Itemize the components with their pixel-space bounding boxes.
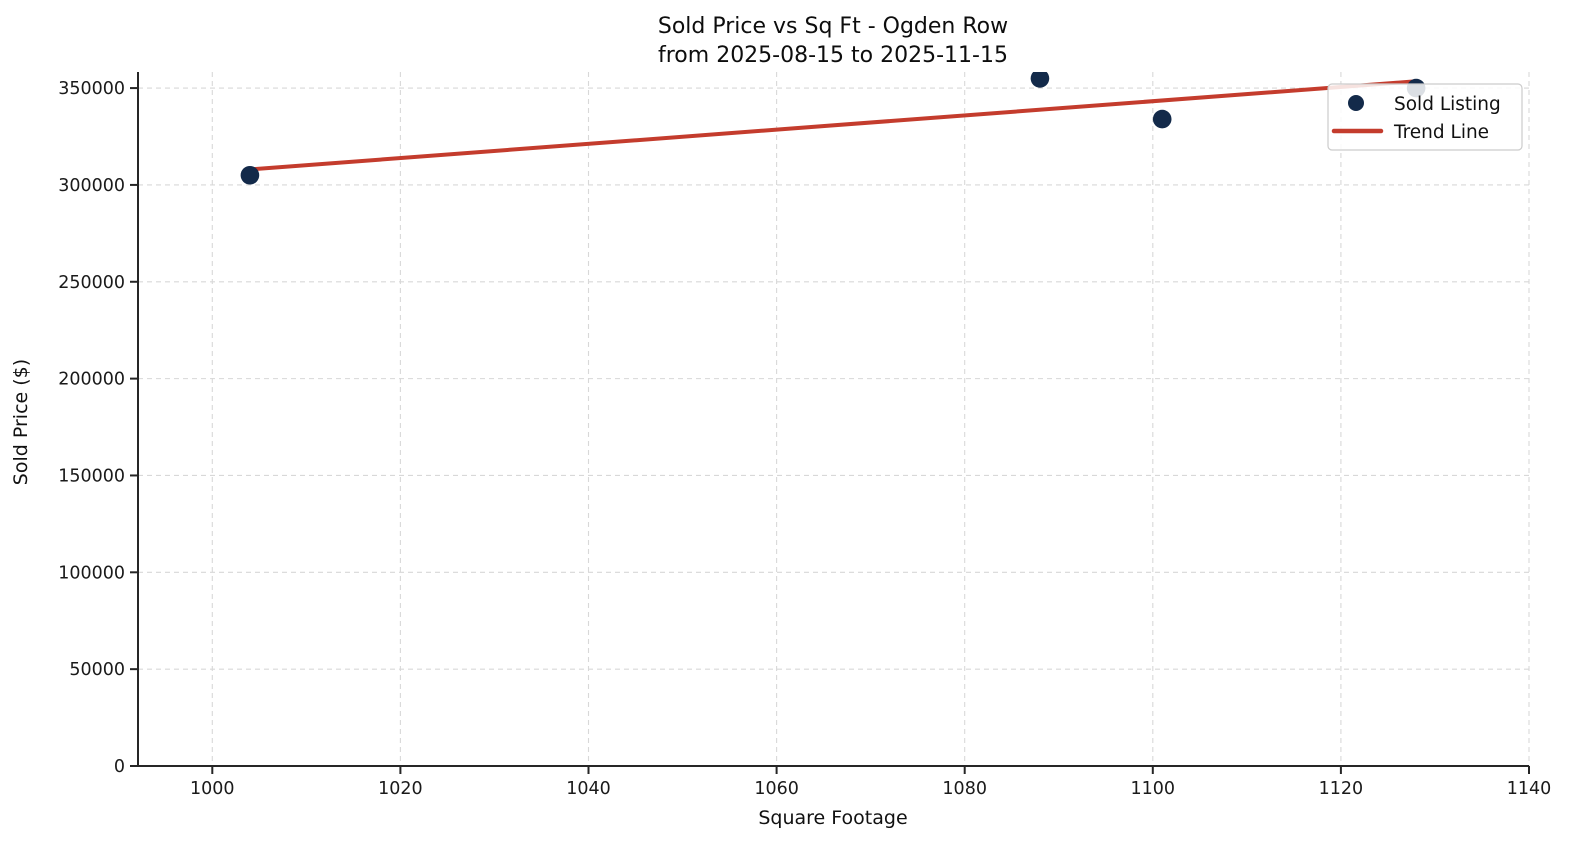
legend: Sold Listing Trend Line — [1327, 83, 1523, 151]
y-tick-label: 350000 — [58, 79, 125, 99]
x-tick-label: 1020 — [378, 779, 423, 799]
trend-line — [247, 79, 1419, 172]
data-point-sold-listing — [240, 165, 260, 185]
legend-box — [1327, 83, 1523, 151]
legend-sold-listing-marker-icon — [1348, 95, 1364, 111]
tick-labels-layer: 1000 1020 1040 1060 1080 1100 1120 1140 0 50000 10… — [58, 79, 1551, 799]
trend-line-layer — [247, 79, 1419, 172]
x-tick-label: 1080 — [942, 779, 987, 799]
x-tick-label: 1100 — [1131, 779, 1176, 799]
y-tick-label: 300000 — [58, 176, 125, 196]
y-tick-label: 100000 — [58, 563, 125, 583]
y-axis-label: Sold Price ($) — [10, 359, 32, 485]
legend-label-sold-listing: Sold Listing — [1394, 94, 1501, 115]
x-tick-label: 1000 — [190, 779, 235, 799]
chart-subtitle: from 2025-08-15 to 2025-11-15 — [658, 43, 1008, 68]
axes-layer — [130, 72, 1530, 774]
y-tick-label: 0 — [114, 757, 125, 777]
data-point-sold-listing — [1152, 109, 1172, 129]
y-tick-label: 50000 — [69, 660, 125, 680]
legend-label-trend-line: Trend Line — [1393, 122, 1489, 143]
y-tick-label: 250000 — [58, 273, 125, 293]
x-tick-label: 1120 — [1319, 779, 1364, 799]
x-tick-label: 1060 — [754, 779, 799, 799]
chart-title: Sold Price vs Sq Ft - Ogden Row — [658, 14, 1008, 39]
x-tick-label: 1040 — [566, 779, 611, 799]
x-axis-label: Square Footage — [758, 807, 907, 829]
x-tick-label: 1140 — [1507, 779, 1552, 799]
data-point-sold-listing — [1030, 72, 1050, 88]
grid-layer — [138, 72, 1530, 767]
y-tick-label: 150000 — [58, 466, 125, 486]
y-tick-label: 200000 — [58, 370, 125, 390]
